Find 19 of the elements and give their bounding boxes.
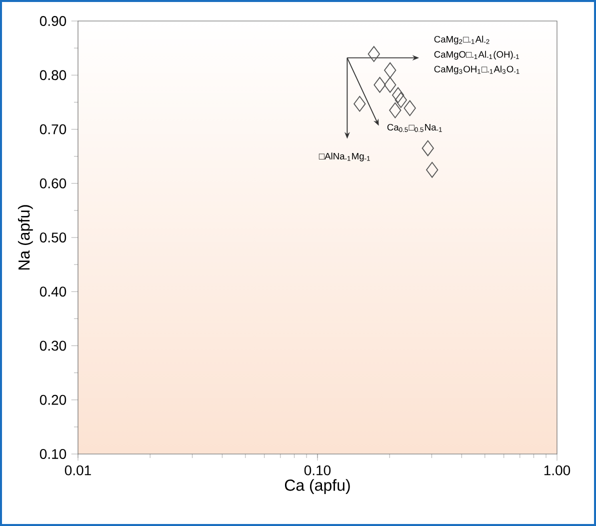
x-tick-label: 1.00 bbox=[544, 465, 570, 476]
y-tick-label: 0.20 bbox=[40, 394, 66, 405]
y-tick-label: 0.10 bbox=[40, 449, 66, 459]
y-tick-label: 0.50 bbox=[40, 232, 66, 242]
x-tick-label: 0.10 bbox=[304, 465, 331, 476]
x-axis-title: Ca (apfu) bbox=[284, 479, 350, 494]
y-tick-label: 0.90 bbox=[40, 16, 66, 26]
annotation: Ca$_{0.5}$□$_{0.5}$Na$_{-1}$ bbox=[387, 124, 442, 132]
y-tick-label: 0.80 bbox=[40, 70, 66, 80]
y-tick-label: 0.40 bbox=[40, 286, 66, 297]
text: CaMg$_{3}$OH$_{1}$□$_{-1}$Al$_{3}$O$_{-1}$ bbox=[434, 66, 520, 74]
annotation: CaMgO□$_{-1}$Al$_{-1}$(OH)$_{-1}$ bbox=[434, 50, 519, 60]
y-tick-label: 0.60 bbox=[40, 178, 66, 188]
y-axis-title: Na (apfu) bbox=[18, 205, 33, 270]
y-tick-label: 0.30 bbox=[40, 340, 66, 351]
y-tick-label: 0.70 bbox=[40, 124, 66, 134]
x-tick-label: 0.01 bbox=[64, 465, 91, 476]
annotation: □AlNa$_{-1}$Mg$_{-1}$ bbox=[318, 152, 370, 162]
annotation: CaMg$_{2}$□$_{-1}$Al$_{-2}$ bbox=[434, 36, 490, 44]
